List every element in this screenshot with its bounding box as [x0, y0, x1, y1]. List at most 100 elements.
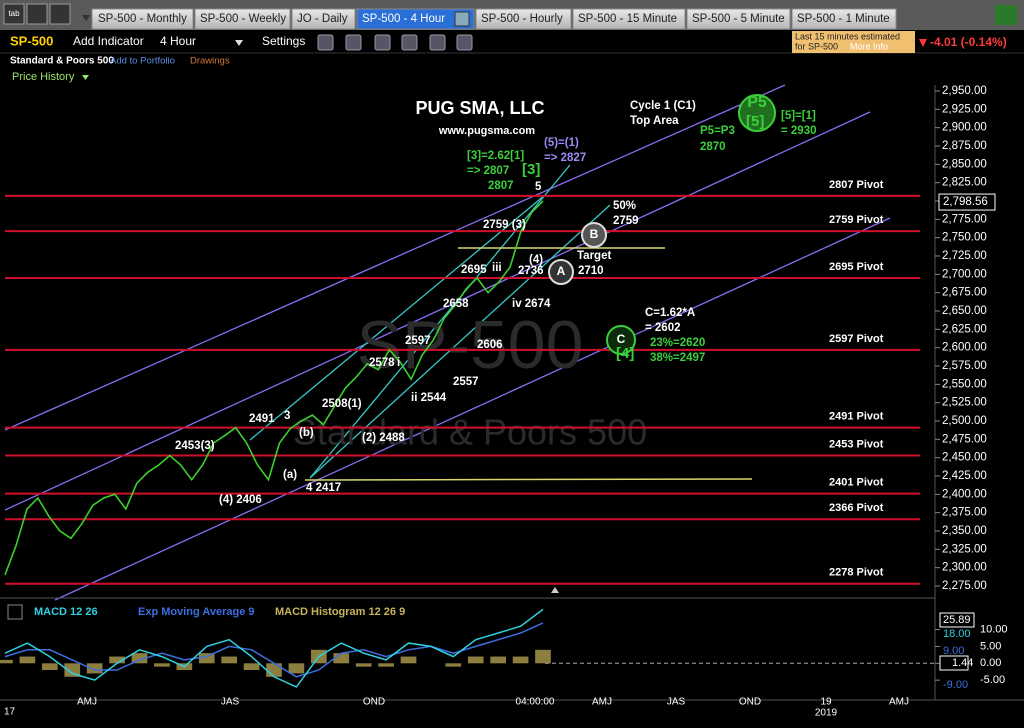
fib-label: [5]	[746, 113, 764, 130]
tab[interactable]	[291, 8, 356, 30]
tab[interactable]	[475, 8, 572, 30]
x-tick-label: 04:00:00	[516, 697, 555, 708]
tab[interactable]	[572, 8, 686, 30]
wave-label: 2695	[461, 264, 487, 276]
channel-line	[4, 111, 871, 511]
panel-toggle[interactable]	[7, 604, 23, 620]
pivot-label: 2453 Pivot	[829, 438, 884, 450]
fib-label: = 2930	[781, 125, 817, 137]
year-label: 17	[4, 707, 16, 718]
fib-label: [3]	[522, 161, 540, 178]
wave-label: (b)	[299, 427, 314, 439]
wave-line	[249, 194, 546, 441]
wave-label: 2597	[405, 335, 431, 347]
wave-label: 2557	[453, 376, 479, 388]
wave-label: 2578	[369, 357, 395, 369]
add-portfolio[interactable]: Add to Portfolio	[110, 56, 175, 67]
tool-icon[interactable]	[401, 34, 418, 51]
x-tick-label: JAS	[667, 697, 686, 708]
tool-icon[interactable]	[345, 34, 362, 51]
drawings[interactable]: Drawings	[190, 56, 230, 67]
fib-label: 38%=2497	[650, 352, 705, 364]
y-tick-label: 2,675.00	[942, 287, 987, 299]
down-arrow	[919, 39, 927, 47]
settings[interactable]: Settings	[262, 34, 305, 48]
histogram-bar	[535, 649, 551, 664]
menu-icon[interactable]	[995, 5, 1017, 25]
pivot-label: 2807 Pivot	[829, 179, 884, 191]
scroll-marker[interactable]	[551, 587, 559, 593]
tool-icon[interactable]	[456, 34, 473, 51]
layout-icon[interactable]	[49, 3, 71, 25]
grid-icon[interactable]	[26, 3, 48, 25]
y-tick-label: 2,550.00	[942, 378, 987, 390]
wave-label: Target	[577, 250, 611, 262]
y-tick-label: 2,700.00	[942, 268, 987, 280]
y-tick-label: 2,300.00	[942, 562, 987, 574]
price-change: -4.01 (-0.14%)	[930, 35, 1007, 49]
pivot-label: 2366 Pivot	[829, 502, 884, 514]
interval[interactable]: 4 Hour	[160, 34, 196, 48]
price-history[interactable]: Price History	[12, 71, 75, 83]
x-tick-label: AMJ	[77, 697, 97, 708]
tab[interactable]	[194, 8, 291, 30]
value-tag-label: 18.00	[943, 628, 971, 640]
fib-label: [5]=[1]	[781, 110, 816, 122]
x-tick-label: JAS	[221, 697, 240, 708]
value-tag	[939, 612, 975, 628]
y-tick-label: 2,350.00	[942, 525, 987, 537]
x-tick-label: 19	[820, 697, 832, 708]
fib-label: 23%=2620	[650, 337, 705, 349]
y-tick-label: 2,575.00	[942, 360, 987, 372]
tab[interactable]	[91, 8, 194, 30]
y-tick-label: 0.00	[980, 657, 1001, 669]
y-tick-label: 2,325.00	[942, 543, 987, 555]
fib-label: [4]	[616, 345, 634, 362]
wave-label: 4 2417	[306, 482, 341, 494]
signal-line	[4, 622, 544, 678]
histogram-bar	[490, 656, 507, 664]
histogram-bar	[512, 656, 529, 664]
notice: Last 15 minutes estimated	[795, 31, 900, 41]
watermark: SP-500	[357, 307, 584, 383]
wave-label: 2453(3)	[175, 440, 215, 452]
histogram-bar	[266, 663, 282, 677]
notice-box	[792, 31, 915, 53]
y-tick-label: 5.00	[980, 640, 1001, 652]
tab[interactable]	[791, 8, 897, 30]
histogram-bar	[445, 663, 462, 667]
tab-icon-label: tab	[8, 9, 20, 18]
price-line	[4, 200, 544, 576]
circle-label: A	[557, 264, 566, 278]
tab[interactable]	[356, 8, 475, 30]
tool-icon[interactable]	[317, 34, 334, 51]
add-indicator[interactable]: Add Indicator	[73, 34, 144, 48]
y-tick-label: 2,600.00	[942, 342, 987, 354]
history-arrow	[82, 75, 89, 80]
fib-label: [3]=2.62[1]	[467, 150, 524, 162]
y-tick-label: 2,625.00	[942, 323, 987, 335]
wave-label: 50%	[613, 200, 636, 212]
y-tick-label: 2,475.00	[942, 433, 987, 445]
histogram-bar	[400, 656, 417, 664]
pivot-label: 2759 Pivot	[829, 214, 884, 226]
trend-lines	[4, 84, 891, 601]
tab-icon[interactable]	[3, 3, 25, 25]
tab-label: SP-500 - Hourly	[481, 13, 563, 25]
wave-circle	[548, 259, 574, 285]
close-tab[interactable]	[454, 11, 470, 27]
chart-title: PUG SMA, LLC	[416, 98, 545, 118]
histogram-bar	[154, 663, 170, 667]
wave-label: 3	[284, 410, 290, 422]
x-tick-label: OND	[363, 697, 385, 708]
y-tick-label: 2,825.00	[942, 177, 987, 189]
tool-icon[interactable]	[374, 34, 391, 51]
histogram-bar	[467, 656, 484, 664]
tool-icon[interactable]	[429, 34, 446, 51]
notice: for SP-500	[795, 41, 838, 51]
more-info[interactable]: More Info	[850, 41, 888, 51]
tab-label: SP-500 - Monthly	[98, 13, 187, 25]
tab[interactable]	[686, 8, 791, 30]
wave-label: 2491	[249, 413, 275, 425]
